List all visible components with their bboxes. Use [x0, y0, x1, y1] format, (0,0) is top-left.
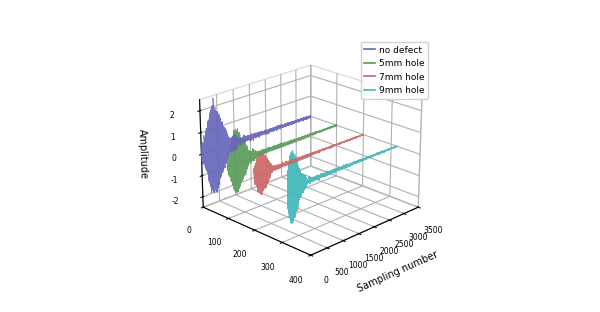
- X-axis label: Sampling number: Sampling number: [356, 250, 439, 295]
- Legend: no defect, 5mm hole, 7mm hole, 9mm hole: no defect, 5mm hole, 7mm hole, 9mm hole: [361, 42, 428, 99]
